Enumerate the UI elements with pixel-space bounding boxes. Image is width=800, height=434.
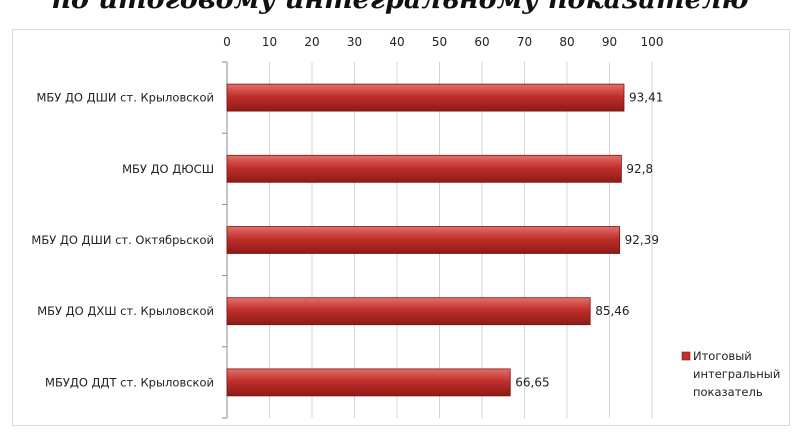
x-tick-label: 40 [389, 35, 404, 49]
legend-label: интегральный [693, 367, 780, 381]
legend-swatch [681, 351, 691, 361]
bar-value-label: 66,65 [515, 375, 549, 389]
bar-series: 93,41 92,8 92,39 85,46 66,65 [226, 83, 663, 397]
bar-value-label: 93,41 [629, 91, 663, 105]
bar [226, 368, 511, 397]
x-tick-label: 80 [559, 35, 574, 49]
category-label: МБУ ДО ДШИ ст. Крыловской [36, 91, 214, 105]
x-tick-label: 50 [432, 35, 447, 49]
bar-value-label: 92,8 [626, 162, 653, 176]
x-tick-label: 70 [517, 35, 532, 49]
bar-value-label: 85,46 [595, 304, 629, 318]
legend-label: показатель [693, 385, 763, 399]
bar-value-label: 92,39 [625, 233, 659, 247]
x-tick-label: 90 [602, 35, 617, 49]
category-label: МБУДО ДДТ ст. Крыловской [45, 375, 214, 389]
category-label: МБУ ДО ДЮСШ [122, 162, 214, 176]
x-tick-label: 60 [474, 35, 489, 49]
chart-frame [12, 29, 790, 426]
legend: Итоговый интегральный показатель [681, 349, 780, 399]
x-tick-label: 0 [223, 35, 231, 49]
x-tick-label: 20 [304, 35, 319, 49]
bar [226, 83, 625, 112]
legend-label: Итоговый [693, 349, 752, 363]
category-label: МБУ ДО ДХШ ст. Крыловской [37, 304, 214, 318]
x-tick-label: 30 [347, 35, 362, 49]
chart-title: по итоговому интегральному показателю [0, 0, 800, 15]
x-tick-label: 100 [641, 35, 664, 49]
category-axis: МБУ ДО ДШИ ст. Крыловской МБУ ДО ДЮСШ МБУ … [31, 61, 228, 419]
bar [226, 297, 591, 326]
x-axis-ticks: 0 10 20 30 40 50 60 70 80 90 100 [223, 35, 663, 49]
category-label: МБУ ДО ДШИ ст. Октябрьской [31, 233, 214, 247]
bar [226, 154, 622, 183]
x-tick-label: 10 [262, 35, 277, 49]
bar [226, 226, 621, 254]
